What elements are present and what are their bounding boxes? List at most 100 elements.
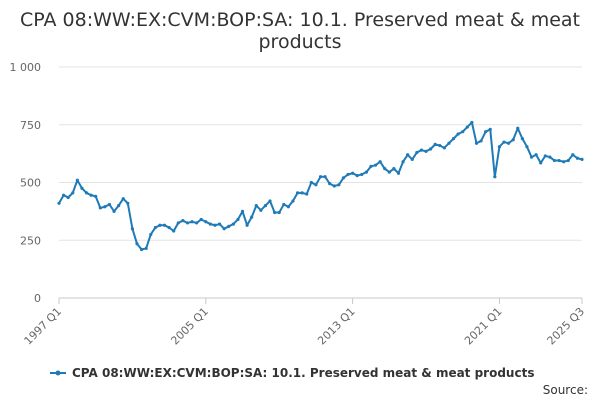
- data-point[interactable]: [373, 163, 378, 167]
- data-point[interactable]: [447, 141, 451, 145]
- data-point[interactable]: [506, 141, 511, 145]
- data-point[interactable]: [337, 183, 341, 187]
- data-point[interactable]: [328, 182, 332, 186]
- data-point[interactable]: [415, 150, 419, 155]
- data-point[interactable]: [488, 127, 492, 131]
- data-point[interactable]: [126, 201, 130, 205]
- data-point[interactable]: [291, 199, 295, 203]
- data-point[interactable]: [259, 208, 263, 212]
- data-point[interactable]: [419, 148, 424, 152]
- data-point[interactable]: [135, 242, 139, 246]
- data-point[interactable]: [497, 145, 502, 149]
- data-point[interactable]: [167, 225, 171, 230]
- data-point[interactable]: [84, 191, 89, 195]
- data-point[interactable]: [470, 120, 474, 125]
- data-point[interactable]: [121, 197, 125, 201]
- data-point[interactable]: [273, 210, 277, 215]
- data-point[interactable]: [341, 176, 346, 180]
- data-point[interactable]: [474, 141, 479, 145]
- data-point[interactable]: [429, 147, 433, 151]
- data-point[interactable]: [332, 184, 336, 188]
- data-point[interactable]: [520, 137, 524, 141]
- data-point[interactable]: [208, 222, 212, 226]
- data-point[interactable]: [438, 143, 442, 148]
- data-point[interactable]: [534, 153, 538, 157]
- data-point[interactable]: [71, 191, 75, 195]
- data-point[interactable]: [529, 155, 534, 159]
- data-point[interactable]: [539, 161, 543, 165]
- data-point[interactable]: [511, 138, 515, 142]
- data-point[interactable]: [217, 222, 222, 226]
- data-point[interactable]: [300, 191, 304, 195]
- data-point[interactable]: [222, 227, 226, 231]
- data-point[interactable]: [130, 227, 135, 231]
- data-point[interactable]: [364, 170, 368, 174]
- data-point[interactable]: [144, 246, 148, 250]
- data-point[interactable]: [323, 175, 327, 179]
- data-point[interactable]: [360, 172, 364, 177]
- data-point[interactable]: [185, 221, 190, 225]
- data-point[interactable]: [112, 209, 116, 213]
- data-point[interactable]: [231, 222, 235, 226]
- data-point[interactable]: [236, 217, 240, 222]
- data-point[interactable]: [346, 172, 350, 177]
- data-point[interactable]: [516, 126, 520, 130]
- data-point[interactable]: [286, 205, 290, 209]
- data-point[interactable]: [401, 160, 405, 164]
- data-point[interactable]: [75, 178, 79, 182]
- data-point[interactable]: [117, 204, 121, 208]
- data-point[interactable]: [89, 193, 93, 197]
- data-point[interactable]: [566, 158, 570, 163]
- data-point[interactable]: [383, 167, 387, 171]
- data-point[interactable]: [355, 173, 359, 178]
- data-point[interactable]: [61, 193, 66, 197]
- data-point[interactable]: [406, 153, 410, 157]
- data-point[interactable]: [543, 154, 547, 158]
- data-point[interactable]: [250, 215, 254, 219]
- data-point[interactable]: [149, 232, 153, 237]
- data-point[interactable]: [245, 223, 249, 227]
- data-point[interactable]: [282, 202, 286, 207]
- data-point[interactable]: [461, 130, 465, 134]
- data-point[interactable]: [204, 220, 208, 224]
- legend-label[interactable]: CPA 08:WW:EX:CVM:BOP:SA: 10.1. Preserved…: [72, 366, 534, 380]
- data-point[interactable]: [181, 219, 185, 223]
- data-point[interactable]: [484, 130, 488, 134]
- data-point[interactable]: [139, 247, 144, 252]
- data-point[interactable]: [465, 125, 469, 129]
- data-point[interactable]: [240, 209, 245, 213]
- data-point[interactable]: [456, 132, 460, 136]
- data-point[interactable]: [107, 202, 112, 207]
- data-point[interactable]: [580, 157, 584, 161]
- data-point[interactable]: [442, 146, 446, 150]
- data-point[interactable]: [305, 192, 309, 196]
- data-point[interactable]: [562, 160, 566, 164]
- data-point[interactable]: [94, 194, 98, 198]
- data-point[interactable]: [254, 204, 258, 208]
- data-point[interactable]: [176, 221, 180, 225]
- data-point[interactable]: [195, 221, 199, 225]
- data-point[interactable]: [392, 167, 396, 171]
- data-point[interactable]: [318, 175, 323, 179]
- data-point[interactable]: [571, 153, 575, 157]
- data-point[interactable]: [309, 180, 313, 185]
- data-point[interactable]: [98, 206, 102, 210]
- data-point[interactable]: [162, 223, 167, 227]
- data-point[interactable]: [451, 137, 456, 141]
- data-point[interactable]: [525, 145, 529, 149]
- data-point[interactable]: [396, 171, 401, 175]
- data-point[interactable]: [424, 149, 428, 153]
- data-point[interactable]: [369, 164, 373, 168]
- data-point[interactable]: [493, 175, 497, 179]
- data-point[interactable]: [575, 156, 580, 160]
- data-point[interactable]: [172, 229, 176, 233]
- data-point[interactable]: [410, 157, 414, 161]
- data-point[interactable]: [227, 224, 231, 228]
- data-point[interactable]: [153, 225, 157, 230]
- data-point[interactable]: [548, 155, 552, 159]
- data-point[interactable]: [351, 171, 355, 175]
- data-point[interactable]: [295, 191, 300, 195]
- data-point[interactable]: [387, 170, 391, 174]
- data-point[interactable]: [479, 139, 483, 143]
- data-point[interactable]: [378, 160, 382, 164]
